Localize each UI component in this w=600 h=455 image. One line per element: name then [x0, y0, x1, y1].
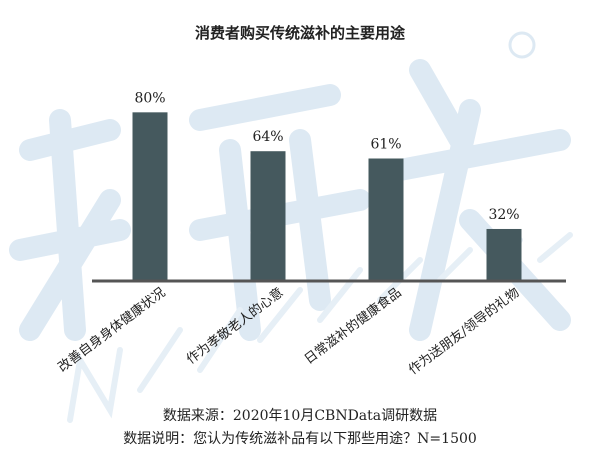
- bar: [250, 151, 286, 280]
- category-label: 日常滋补的健康食品: [301, 284, 404, 367]
- category-label: 作为送朋友/领导的礼物: [405, 284, 522, 378]
- data-note: 数据说明：您认为传统滋补品有以下那些用途？N=1500: [123, 431, 477, 447]
- bar: [368, 158, 404, 280]
- chart-title: 消费者购买传统滋补的主要用途: [194, 24, 405, 42]
- data-label: 64%: [252, 129, 283, 145]
- data-source: 数据来源：2020年10月CBNData调研数据: [162, 408, 438, 424]
- bar: [486, 228, 522, 280]
- bar: [132, 112, 168, 280]
- category-label: 改善自身身体健康状况: [55, 284, 168, 375]
- category-label: 作为孝敬老人的心意: [183, 284, 286, 367]
- data-label: 80%: [134, 90, 165, 106]
- data-label: 61%: [370, 137, 401, 153]
- data-label: 32%: [488, 207, 519, 223]
